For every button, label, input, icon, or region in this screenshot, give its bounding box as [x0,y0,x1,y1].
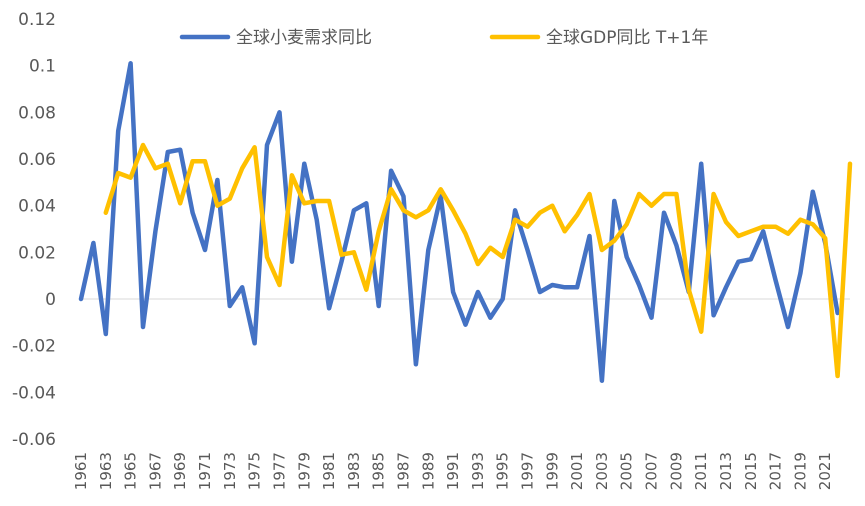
series-line-1 [78,61,840,383]
x-tick-label: 1969 [171,452,189,490]
x-tick-label: 2009 [667,452,685,490]
legend-label-series-1: 全球小麦需求同比 [236,28,372,48]
y-axis: -0.06 -0.04 -0.02 0 0.02 0.04 0.06 0.08 0.1 0.12 [12,10,56,450]
x-tick-label: 2017 [767,452,785,490]
x-tick-label: 2003 [593,452,611,490]
x-tick-label: 2007 [643,452,661,490]
y-tick-label: 0.1 [29,57,56,77]
legend: 全球小麦需求同比 全球GDP同比 T+1年 [179,28,708,48]
x-tick-label: 2001 [568,452,586,490]
legend-item-series-1: 全球小麦需求同比 [179,28,372,48]
x-tick-label: 1995 [494,452,512,490]
x-tick-label: 2013 [717,452,735,490]
y-tick-label: 0.06 [18,150,56,170]
x-tick-label: 2019 [791,452,809,490]
y-tick-label: 0.02 [18,243,56,263]
x-tick-label: 1987 [394,452,412,490]
x-tick-label: 2021 [816,452,834,490]
x-tick-label: 1967 [146,452,164,490]
x-tick-label: 2011 [692,452,710,490]
x-tick-label: 1979 [295,452,313,490]
y-tick-label: -0.04 [12,383,56,403]
x-tick-label: 2005 [618,452,636,490]
x-tick-label: 1965 [122,452,140,490]
x-tick-label: 1985 [370,452,388,490]
series-layer [78,61,853,383]
legend-label-series-2: 全球GDP同比 T+1年 [546,28,708,48]
y-tick-label: 0.12 [18,10,56,30]
x-tick-label: 1999 [543,452,561,490]
x-tick-label: 1977 [270,452,288,490]
y-tick-label: 0.04 [18,197,56,217]
x-tick-label: 1973 [221,452,239,490]
x-tick-label: 1991 [444,452,462,490]
y-tick-label: -0.02 [12,337,56,357]
x-tick-label: 1989 [419,452,437,490]
y-tick-label: -0.06 [12,430,56,450]
x-tick-label: 1961 [72,452,90,490]
x-tick-label: 1963 [97,452,115,490]
x-tick-label: 1981 [320,452,338,490]
y-tick-label: 0.08 [18,103,56,123]
x-tick-label: 2015 [742,452,760,490]
x-axis: 1961 1963 1965 1967 1969 1971 1973 1975 1977 1979… [72,452,834,490]
x-tick-label: 1971 [196,452,214,490]
x-tick-label: 1983 [345,452,363,490]
x-tick-label: 1975 [246,452,264,490]
legend-item-series-2: 全球GDP同比 T+1年 [489,28,708,48]
x-tick-label: 1993 [469,452,487,490]
x-tick-label: 1997 [519,452,537,490]
y-tick-label: 0 [45,290,56,310]
series-line-2 [103,142,853,379]
